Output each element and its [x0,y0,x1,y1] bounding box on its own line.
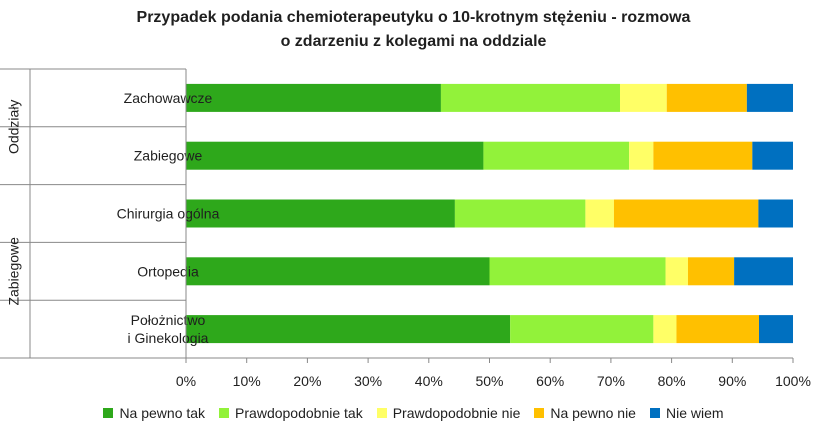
bar-segment [510,315,654,344]
bar-segment [734,257,793,286]
x-tick-label: 70% [597,373,625,389]
legend-item-na-pewno-nie: Na pewno nie [534,405,636,421]
legend-label: Nie wiem [665,405,724,421]
category-label: Położnictwo [131,312,206,328]
x-tick-label: 90% [718,373,746,389]
chart-title-line-1: Przypadek podania chemioterapeutyku o 10… [136,9,691,26]
bar-segment [186,199,455,228]
x-tick-label: 0% [176,373,196,389]
bar-segment [186,141,484,170]
category-label: Zachowawcze [124,90,213,106]
bar-segment [629,141,654,170]
legend-label: Na pewno tak [119,405,206,421]
bar-segment [746,83,793,112]
x-tick-label: 40% [415,373,443,389]
stacked-bar-chart: Zachowawcze Zabiegowe Chirurgia ogólna Orto… [0,68,811,389]
legend-label: Prawdopodobnie tak [235,405,363,421]
bar-segment [613,199,759,228]
legend-label: Prawdopodobnie nie [392,405,521,421]
x-tick-label: 10% [233,373,261,389]
legend-label: Na pewno nie [550,405,636,421]
legend-item-na-pewno-tak: Na pewno tak [103,405,205,421]
bar-segment [653,315,677,344]
bar-segment [666,83,747,112]
bar-segment [752,141,793,170]
category-label: Ortopedia [137,263,199,279]
legend-item-prawdopodobnie-nie: Prawdopodobnie nie [376,405,521,421]
bar-segment [186,257,490,286]
bar-segment [483,141,630,170]
bar-segment [665,257,688,286]
x-tick-label: 50% [475,373,503,389]
bar-segment [186,315,511,344]
legend-item-prawdopodobnie-tak: Prawdopodobnie tak [219,405,363,421]
x-tick-label: 60% [536,373,564,389]
category-label: i Ginekologia [128,330,209,346]
group-label: Zabiegowe [6,237,22,306]
legend-item-nie-wiem: Nie wiem [649,405,724,421]
group-label: Oddziały [6,100,22,154]
x-tick-label: 20% [293,373,321,389]
legend-swatch [103,408,114,418]
legend-swatch [534,408,545,418]
legend-swatch [649,408,660,418]
category-label: Zabiegowe [134,148,203,164]
x-tick-label: 100% [775,373,811,389]
bar-segment [676,315,760,344]
bar-segment [653,141,753,170]
bar-segment [758,199,793,228]
bar-segment [454,199,586,228]
chart-title-line-2: o zdarzeniu z kolegami na oddziale [280,33,547,50]
bar-segment [759,315,793,344]
bar-segment [620,83,667,112]
bar-segment [687,257,735,286]
legend-swatch [376,408,387,418]
bar-segment [585,199,614,228]
chart-legend: Na pewno tak Prawdopodobnie tak Prawdopo… [0,405,827,421]
x-tick-label: 30% [354,373,382,389]
bar-segment [440,83,621,112]
bar-segment [489,257,666,286]
legend-swatch [219,408,230,418]
bar-segment [186,83,441,112]
category-label: Chirurgia ogólna [117,206,220,222]
x-tick-label: 80% [658,373,686,389]
